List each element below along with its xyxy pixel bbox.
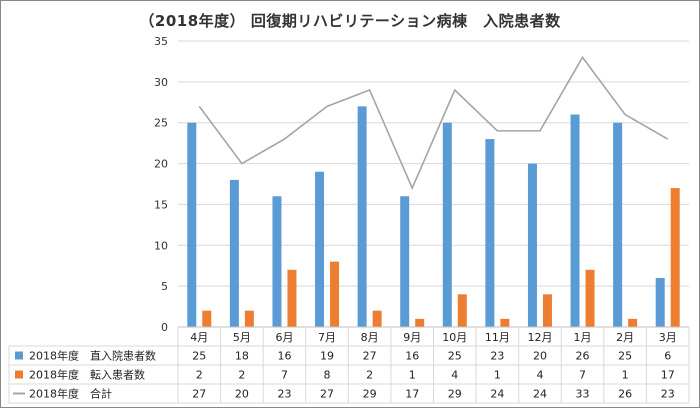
bar-transfer bbox=[287, 269, 297, 327]
bar-transfer bbox=[457, 294, 467, 327]
bar-direct bbox=[272, 196, 282, 327]
bars bbox=[187, 106, 680, 328]
y-tick-label: 25 bbox=[154, 117, 168, 130]
data-cell: 16 bbox=[277, 350, 291, 363]
bar-direct bbox=[570, 114, 580, 328]
bar-transfer bbox=[628, 318, 638, 327]
y-tick-label: 35 bbox=[154, 35, 168, 48]
category-label: 10月 bbox=[442, 331, 467, 344]
bar-transfer bbox=[415, 318, 425, 327]
bar-direct bbox=[315, 171, 325, 327]
data-cell: 18 bbox=[235, 350, 249, 363]
y-axis-ticks: 0 5 10 15 20 25 30 35 bbox=[154, 35, 168, 334]
data-cell: 1 bbox=[622, 369, 629, 382]
category-label: 11月 bbox=[485, 331, 510, 344]
data-cell: 20 bbox=[235, 388, 249, 401]
data-cell: 7 bbox=[281, 369, 288, 382]
y-tick-label: 15 bbox=[154, 198, 168, 211]
data-cell: 2 bbox=[196, 369, 203, 382]
data-cell: 27 bbox=[363, 350, 377, 363]
data-cell: 27 bbox=[320, 388, 334, 401]
data-cell: 23 bbox=[490, 350, 504, 363]
data-cell: 19 bbox=[320, 350, 334, 363]
bar-direct bbox=[229, 179, 239, 327]
bar-transfer bbox=[372, 310, 382, 327]
legend-swatch bbox=[15, 370, 23, 379]
bar-transfer bbox=[542, 294, 552, 327]
category-label: 1月 bbox=[574, 331, 592, 344]
data-cell: 26 bbox=[576, 350, 590, 363]
data-cell: 4 bbox=[536, 369, 543, 382]
data-cell: 17 bbox=[661, 369, 675, 382]
bar-transfer bbox=[500, 318, 510, 327]
y-tick-label: 5 bbox=[161, 280, 168, 293]
category-label: 5月 bbox=[233, 331, 251, 344]
data-cell: 25 bbox=[618, 350, 632, 363]
series-name: 2018年度 転入患者数 bbox=[29, 368, 145, 382]
legend-swatch bbox=[15, 351, 23, 360]
bar-transfer bbox=[670, 188, 680, 327]
bar-transfer bbox=[202, 310, 212, 327]
data-cell: 16 bbox=[405, 350, 419, 363]
y-tick-label: 10 bbox=[154, 239, 168, 252]
data-cell: 23 bbox=[661, 388, 675, 401]
category-label: 3月 bbox=[659, 331, 677, 344]
bar-transfer bbox=[244, 310, 254, 327]
series-name: 2018年度 直入院患者数 bbox=[29, 349, 156, 363]
data-cell: 2 bbox=[366, 369, 373, 382]
data-cell: 1 bbox=[409, 369, 416, 382]
y-tick-label: 20 bbox=[154, 158, 168, 171]
bar-direct bbox=[442, 122, 452, 327]
data-table: 4月 5月 6月 7月 8月 9月 10月 11月 12月 1月 2月 3月 2018年度 直入院患者数… bbox=[8, 326, 690, 404]
line-total bbox=[198, 55, 669, 191]
category-label: 7月 bbox=[318, 331, 336, 344]
bar-direct bbox=[357, 106, 367, 327]
data-cell: 7 bbox=[579, 369, 586, 382]
data-cell: 33 bbox=[576, 388, 590, 401]
bar-transfer bbox=[330, 261, 340, 327]
data-cell: 24 bbox=[533, 388, 547, 401]
data-cell: 6 bbox=[664, 350, 671, 363]
total-line bbox=[198, 55, 669, 191]
bar-direct bbox=[400, 196, 410, 327]
data-cell: 24 bbox=[490, 388, 504, 401]
data-cell: 27 bbox=[192, 388, 206, 401]
bar-direct bbox=[613, 122, 623, 327]
bar-direct bbox=[485, 139, 495, 327]
bar-direct bbox=[527, 163, 537, 327]
category-label: 9月 bbox=[403, 331, 421, 344]
bar-transfer bbox=[585, 269, 595, 327]
data-cell: 4 bbox=[451, 369, 458, 382]
category-label: 4月 bbox=[190, 331, 208, 344]
grid-lines bbox=[178, 40, 689, 287]
category-label: 12月 bbox=[527, 331, 552, 344]
data-cell: 29 bbox=[363, 388, 377, 401]
data-cell: 25 bbox=[192, 350, 206, 363]
y-tick-label: 0 bbox=[161, 321, 168, 334]
data-cell: 8 bbox=[324, 369, 331, 382]
data-cell: 23 bbox=[277, 388, 291, 401]
category-label: 6月 bbox=[275, 331, 293, 344]
series-name: 2018年度 合計 bbox=[29, 387, 112, 401]
data-cell: 2 bbox=[238, 369, 245, 382]
data-cell: 1 bbox=[494, 369, 501, 382]
data-cell: 17 bbox=[405, 388, 419, 401]
bar-direct bbox=[187, 122, 197, 327]
data-cell: 29 bbox=[448, 388, 462, 401]
category-label: 2月 bbox=[616, 331, 634, 344]
category-label: 8月 bbox=[361, 331, 379, 344]
data-cell: 25 bbox=[448, 350, 462, 363]
y-tick-label: 30 bbox=[154, 76, 168, 89]
chart-title: （2018年度） 回復期リハビリテーション病棟 入院患者数 bbox=[139, 12, 561, 30]
data-cell: 26 bbox=[618, 388, 632, 401]
bar-direct bbox=[655, 277, 665, 327]
data-cell: 20 bbox=[533, 350, 547, 363]
